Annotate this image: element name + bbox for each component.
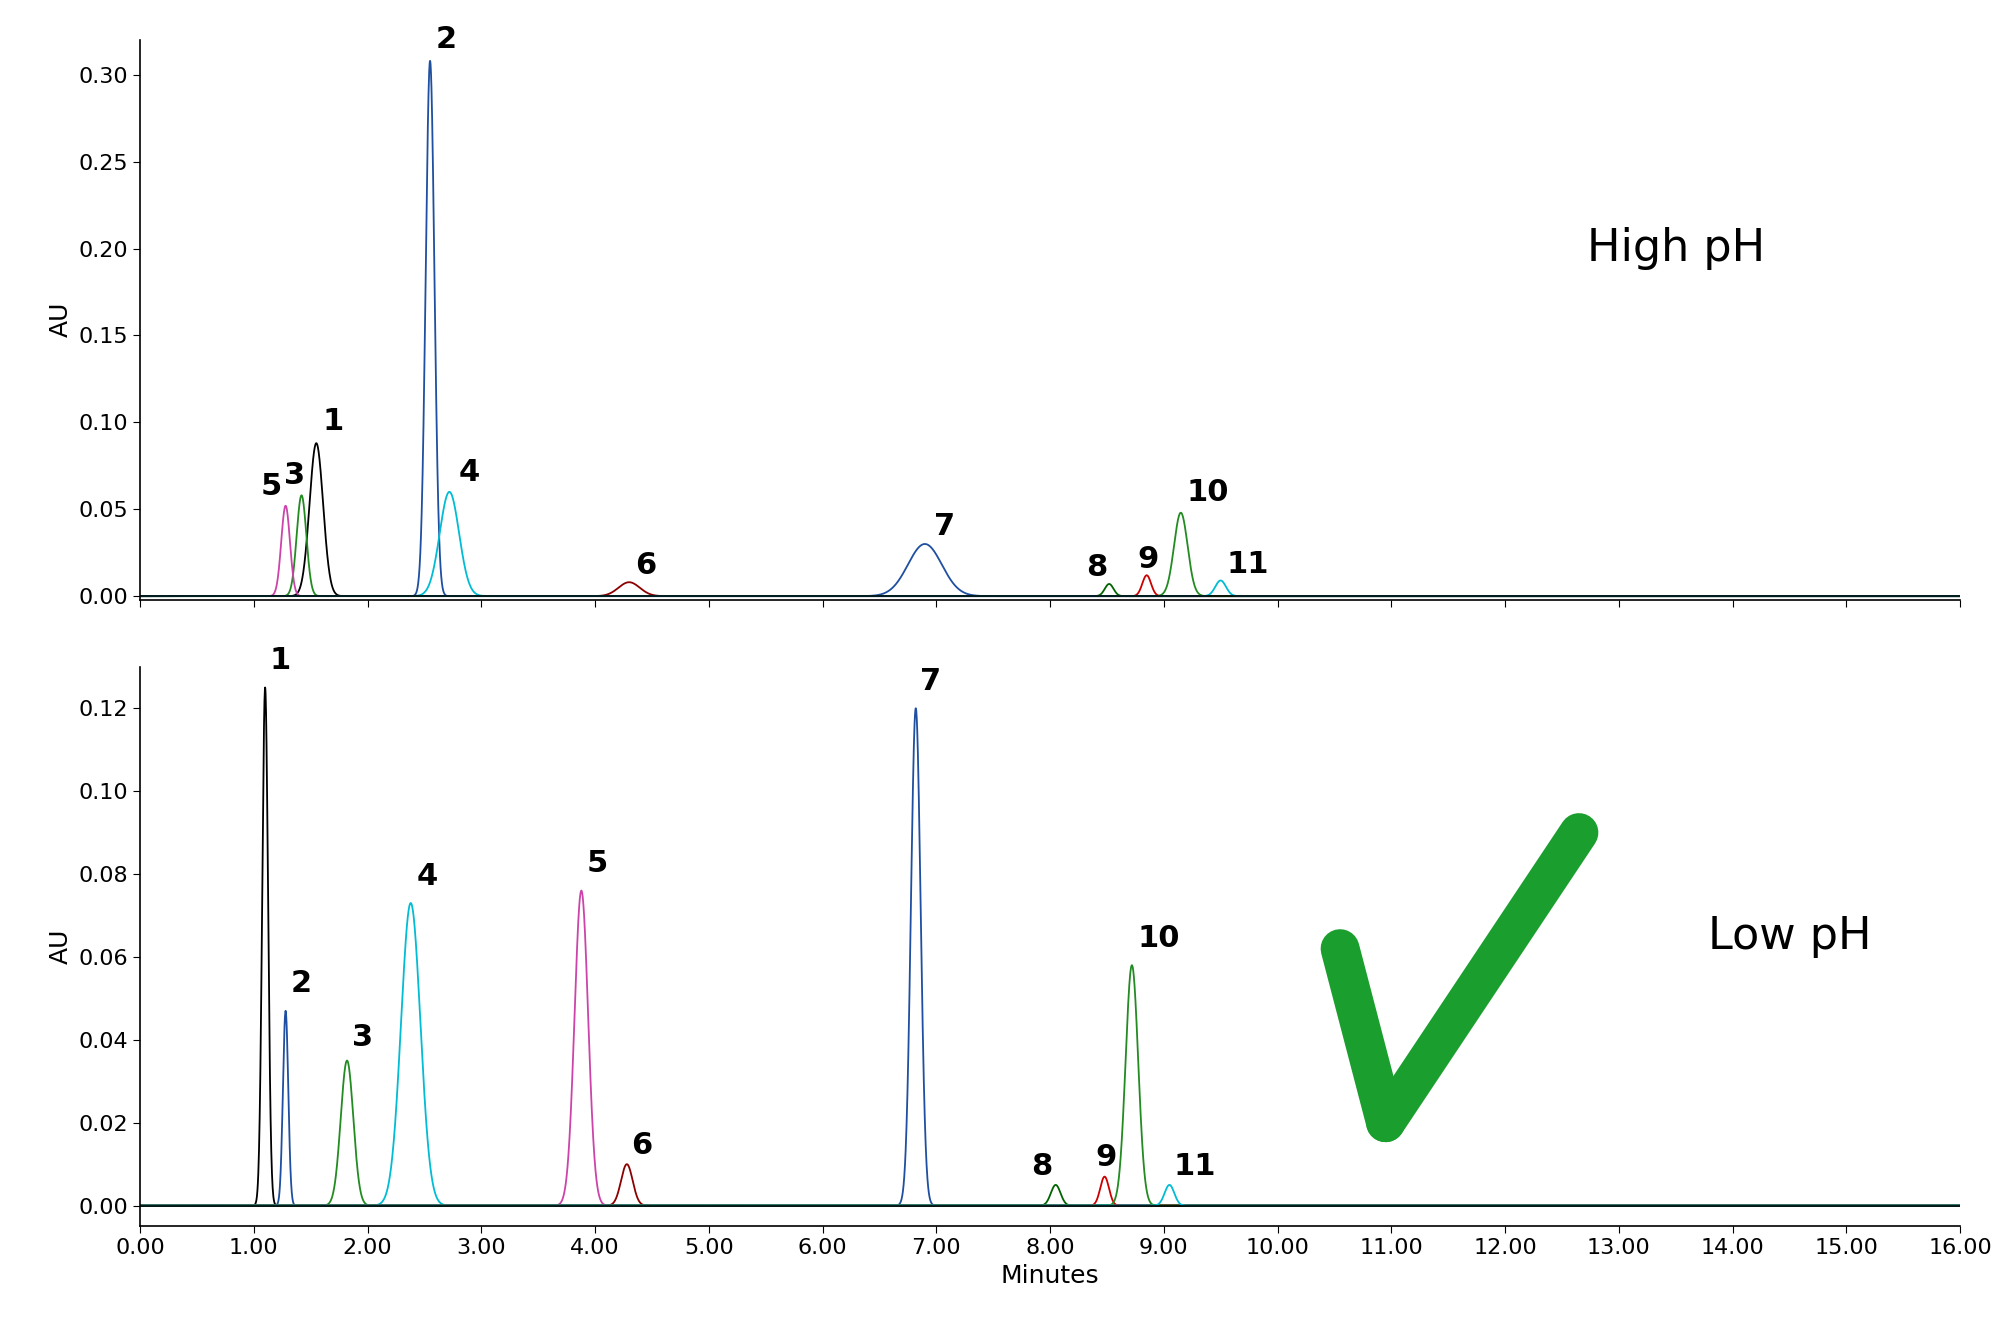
Text: 9: 9 <box>1138 544 1158 573</box>
Text: 3: 3 <box>284 461 306 491</box>
Text: 8: 8 <box>1086 553 1108 583</box>
Text: 2: 2 <box>290 969 312 998</box>
Text: 1: 1 <box>270 647 290 674</box>
Text: 5: 5 <box>260 472 282 500</box>
Y-axis label: AU: AU <box>48 929 72 964</box>
Text: 9: 9 <box>1096 1144 1116 1173</box>
Text: High pH: High pH <box>1586 227 1764 271</box>
Text: 11: 11 <box>1226 549 1268 579</box>
Text: 6: 6 <box>634 552 656 580</box>
Text: 11: 11 <box>1174 1152 1216 1181</box>
Text: 2: 2 <box>436 25 456 53</box>
Text: 5: 5 <box>588 849 608 878</box>
Text: 3: 3 <box>352 1024 372 1052</box>
Text: 4: 4 <box>416 861 438 890</box>
Text: 10: 10 <box>1138 924 1180 953</box>
Text: 7: 7 <box>934 512 956 540</box>
Text: 6: 6 <box>632 1130 652 1160</box>
X-axis label: Minutes: Minutes <box>1000 1264 1100 1288</box>
Text: 8: 8 <box>1030 1152 1052 1181</box>
Text: 1: 1 <box>322 408 344 436</box>
Text: 10: 10 <box>1186 479 1230 508</box>
Y-axis label: AU: AU <box>48 303 72 337</box>
Text: 4: 4 <box>458 457 480 487</box>
Text: Low pH: Low pH <box>1708 914 1872 957</box>
Text: 7: 7 <box>920 666 942 696</box>
